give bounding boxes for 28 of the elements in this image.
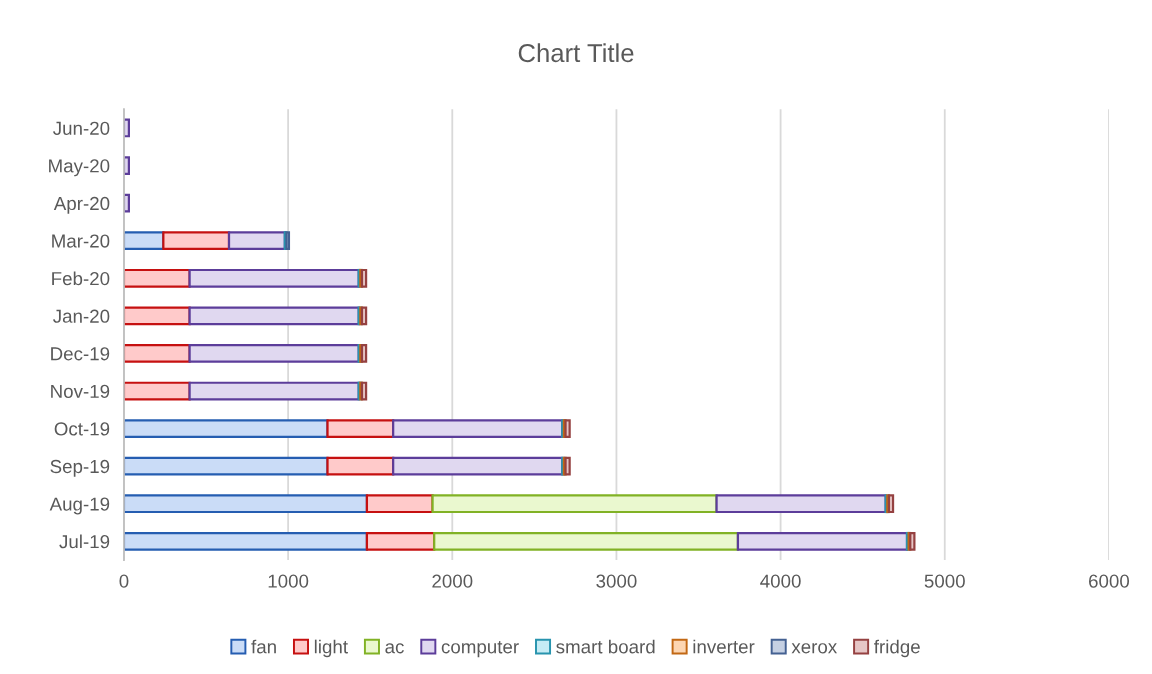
y-tick-label: Feb-20 xyxy=(52,271,110,286)
y-tick-label: Jan-20 xyxy=(53,309,110,323)
y-tick-label: Oct-19 xyxy=(54,422,110,436)
x-tick-label: 4000 xyxy=(760,574,801,588)
legend-label: fan xyxy=(251,639,276,654)
y-tick-label: Aug-19 xyxy=(49,497,110,515)
legend-label: fridge xyxy=(874,639,920,658)
legend-label: light xyxy=(314,639,348,658)
y-tick-label: Dec-19 xyxy=(51,347,110,361)
legend-label: smart board xyxy=(556,639,655,654)
x-tick-label: 3000 xyxy=(596,574,637,588)
y-tick-label: Apr-20 xyxy=(53,196,110,214)
y-tick-label: May-20 xyxy=(49,159,110,177)
legend-label: inverter xyxy=(693,639,755,654)
legend-label: computer xyxy=(441,641,519,658)
x-tick-label: 1000 xyxy=(268,574,309,588)
y-tick-label: Nov-19 xyxy=(51,384,110,398)
y-tick-label: Mar-20 xyxy=(52,234,110,248)
x-tick-label: 0 xyxy=(119,574,129,588)
y-tick-label: Sep-19 xyxy=(50,459,110,477)
x-tick-label: 5000 xyxy=(924,574,965,588)
legend-label: xerox xyxy=(791,643,837,654)
chart-title: Chart Title xyxy=(518,43,634,63)
y-tick-label: Jun-20 xyxy=(53,121,110,135)
x-tick-label: 2000 xyxy=(432,574,473,588)
legend-label: ac xyxy=(385,643,404,654)
y-tick-label: Jul-19 xyxy=(59,534,110,549)
x-tick-label: 6000 xyxy=(1089,574,1130,588)
